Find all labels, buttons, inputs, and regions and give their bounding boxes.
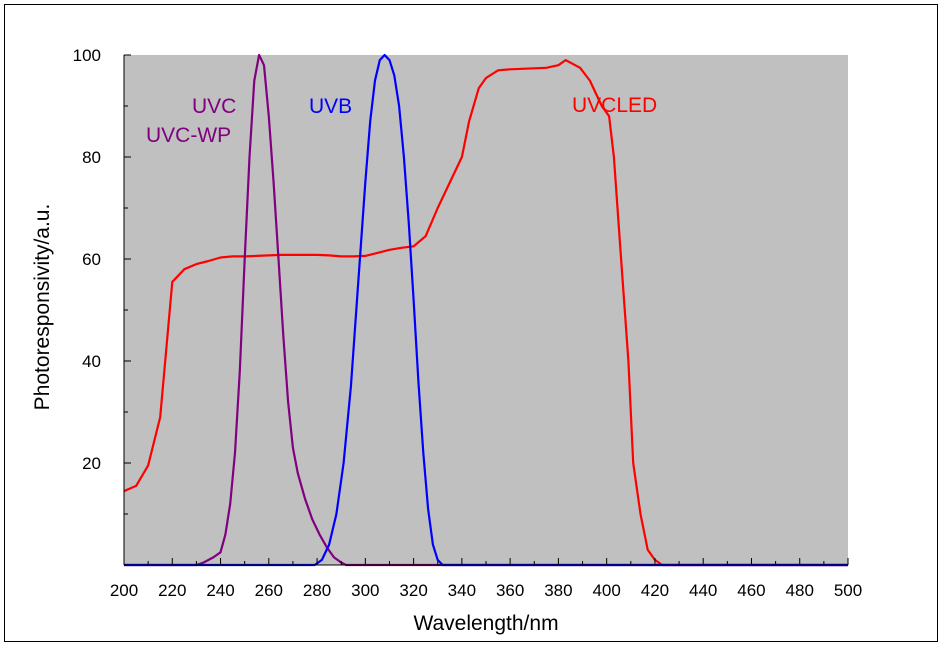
y-axis-title: Photoresponsivity/a.u. xyxy=(31,204,54,411)
x-tick-label: 400 xyxy=(592,581,620,600)
y-tick-label: 40 xyxy=(82,352,101,371)
x-axis-ticks: 200 220 240 260 280 300 320 340 360 380 400 420 440 4… xyxy=(110,558,862,600)
y-axis-ticks: 20 40 60 80 100 xyxy=(73,46,131,515)
y-tick-label: 80 xyxy=(82,148,101,167)
x-tick-label: 280 xyxy=(303,581,331,600)
series-labels: UVC UVC-WP UVB UVCLED xyxy=(146,94,657,147)
series-label-uvb: UVB xyxy=(309,95,352,118)
x-tick-label: 260 xyxy=(255,581,283,600)
series-line-0 xyxy=(123,59,848,567)
y-tick-label: 20 xyxy=(82,454,101,473)
chart-frame xyxy=(4,4,938,642)
x-tick-label: 220 xyxy=(158,581,186,600)
y-tick-label: 60 xyxy=(82,250,101,269)
x-tick-label: 420 xyxy=(641,581,669,600)
series-label-uvcled: UVCLED xyxy=(572,94,657,117)
plot-area xyxy=(124,55,848,565)
x-tick-label: 300 xyxy=(351,581,379,600)
x-tick-label: 320 xyxy=(399,581,427,600)
x-tick-label: 380 xyxy=(544,581,572,600)
x-tick-label: 500 xyxy=(834,581,862,600)
x-axis-title: Wavelength/nm xyxy=(413,612,558,635)
series-label-uvc-wp: UVC-WP xyxy=(146,124,231,147)
series-line-1 xyxy=(124,53,848,567)
y-tick-label: 100 xyxy=(73,46,101,65)
x-tick-label: 480 xyxy=(786,581,814,600)
x-tick-label: 200 xyxy=(110,581,138,600)
x-tick-label: 460 xyxy=(737,581,765,600)
series-label-uvc: UVC xyxy=(192,95,236,118)
series-line-2 xyxy=(124,53,848,567)
x-tick-label: 440 xyxy=(689,581,717,600)
x-tick-label: 360 xyxy=(496,581,524,600)
x-tick-label: 340 xyxy=(448,581,476,600)
series-layer xyxy=(123,53,848,567)
x-tick-label: 240 xyxy=(206,581,234,600)
